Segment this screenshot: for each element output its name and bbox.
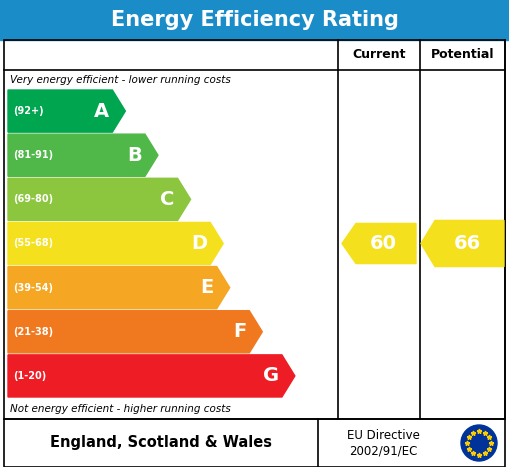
Text: Energy Efficiency Rating: Energy Efficiency Rating (110, 10, 399, 30)
Text: (1-20): (1-20) (13, 371, 46, 381)
Text: G: G (263, 367, 279, 385)
Text: B: B (127, 146, 142, 165)
Text: Very energy efficient - lower running costs: Very energy efficient - lower running co… (10, 75, 231, 85)
Polygon shape (8, 222, 223, 265)
Polygon shape (421, 220, 504, 267)
Polygon shape (8, 311, 262, 353)
Text: EU Directive
2002/91/EC: EU Directive 2002/91/EC (347, 429, 420, 457)
Polygon shape (8, 267, 230, 309)
Text: (55-68): (55-68) (13, 239, 53, 248)
Bar (4, 40, 505, 419)
Text: D: D (191, 234, 207, 253)
Text: 60: 60 (370, 234, 397, 253)
Polygon shape (8, 178, 190, 220)
Text: A: A (94, 101, 109, 120)
Polygon shape (8, 134, 158, 176)
Bar (0, 0, 509, 40)
Text: England, Scotland & Wales: England, Scotland & Wales (50, 436, 272, 451)
Text: E: E (201, 278, 214, 297)
Text: (81-91): (81-91) (13, 150, 53, 160)
Text: (21-38): (21-38) (13, 327, 53, 337)
Text: Potential: Potential (431, 49, 494, 62)
Text: Current: Current (352, 49, 406, 62)
Bar (4, 419, 505, 467)
Text: Not energy efficient - higher running costs: Not energy efficient - higher running co… (10, 404, 231, 414)
Text: F: F (233, 322, 246, 341)
Text: (39-54): (39-54) (13, 283, 53, 293)
Polygon shape (8, 90, 125, 132)
Circle shape (461, 425, 497, 461)
Text: 66: 66 (454, 234, 481, 253)
Polygon shape (8, 355, 295, 397)
Text: (92+): (92+) (13, 106, 44, 116)
Text: C: C (160, 190, 175, 209)
Text: (69-80): (69-80) (13, 194, 53, 205)
Polygon shape (342, 223, 416, 263)
